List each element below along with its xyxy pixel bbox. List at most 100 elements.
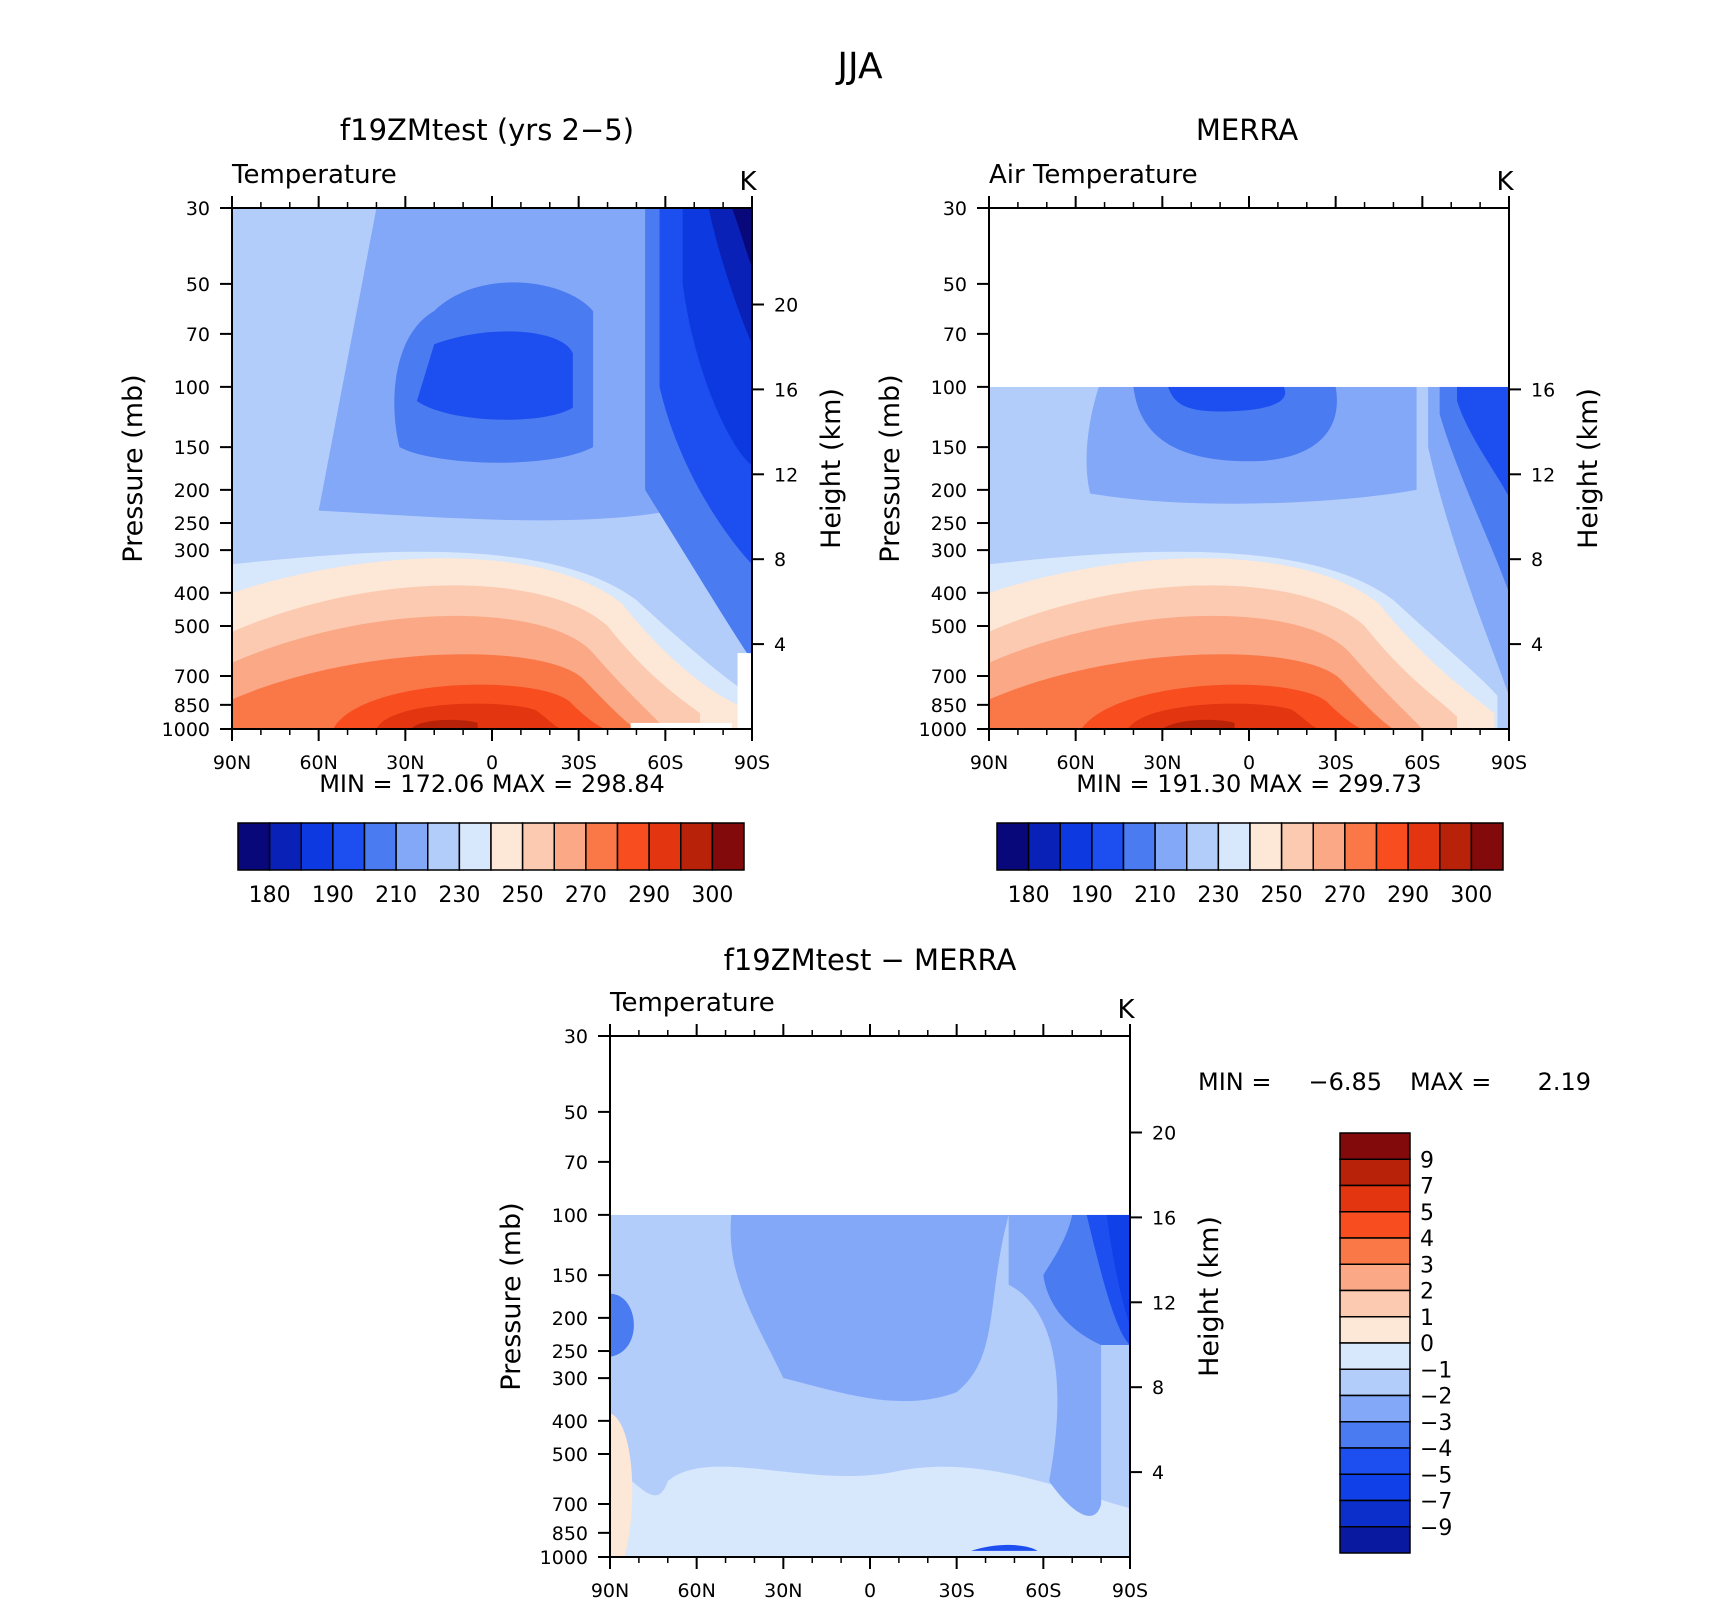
y2-tick-label: 4 bbox=[1152, 1462, 1164, 1484]
colorbar-label: 290 bbox=[1387, 883, 1429, 908]
colorbar-swatch bbox=[1339, 1394, 1411, 1423]
colorbar-swatch bbox=[363, 822, 397, 871]
contour-band bbox=[376, 703, 565, 729]
colorbar-label: 9 bbox=[1420, 1148, 1434, 1173]
y-tick-label: 200 bbox=[931, 480, 967, 502]
contour-band bbox=[1127, 703, 1322, 729]
contour-band bbox=[1457, 386, 1509, 498]
colorbar-swatch bbox=[1280, 822, 1314, 871]
y-tick-label: 250 bbox=[552, 1341, 588, 1363]
colorbar-swatch bbox=[648, 822, 682, 871]
colorbar-label: 190 bbox=[312, 883, 354, 908]
stats-min-label: MIN = bbox=[1198, 1068, 1271, 1096]
colorbar-label: 3 bbox=[1420, 1253, 1434, 1278]
y-axis-title: Pressure (mb) bbox=[875, 374, 906, 562]
stats-text: MIN = 191.30 MAX = 299.73 bbox=[1076, 770, 1422, 798]
colorbar-swatch bbox=[1339, 1473, 1411, 1502]
y-tick-label: 50 bbox=[186, 274, 210, 296]
colorbar-swatch bbox=[1339, 1421, 1411, 1449]
colorbar-swatch bbox=[1339, 1211, 1411, 1239]
y-tick-label: 850 bbox=[174, 695, 210, 717]
contour-field bbox=[232, 208, 752, 729]
colorbar-swatch bbox=[680, 822, 714, 871]
y2-tick-label: 4 bbox=[1531, 634, 1543, 656]
y2-tick-label: 16 bbox=[1152, 1207, 1176, 1229]
colorbar-swatch bbox=[490, 822, 524, 871]
colorbar-swatch bbox=[1249, 822, 1283, 871]
y-tick-label: 1000 bbox=[162, 719, 210, 741]
contour-band bbox=[416, 331, 573, 420]
y-tick-label: 700 bbox=[552, 1494, 588, 1516]
x-tick-label: 0 bbox=[1243, 752, 1255, 774]
colorbar-swatch bbox=[1312, 822, 1346, 871]
colorbar-swatch bbox=[1439, 822, 1473, 871]
plot-area: 90N 60N 30N 0 30S 60S 90S 30 50 70 100 150 200 250 300… bbox=[118, 160, 847, 798]
y-tick-label: 250 bbox=[931, 513, 967, 535]
units-label: K bbox=[1117, 995, 1135, 1025]
colorbar-label: −5 bbox=[1420, 1463, 1452, 1488]
y-tick-label: 30 bbox=[186, 198, 210, 220]
colorbar-swatch bbox=[1339, 1526, 1411, 1554]
colorbar-label: −2 bbox=[1420, 1385, 1452, 1410]
contour-band bbox=[971, 1544, 1038, 1551]
colorbar-label: 210 bbox=[1134, 883, 1176, 908]
contour-band bbox=[610, 1413, 633, 1557]
colorbar-swatch bbox=[1154, 822, 1188, 871]
y-tick-label: 150 bbox=[931, 437, 967, 459]
y-tick-label: 100 bbox=[174, 377, 210, 399]
x-tick-label: 90N bbox=[591, 1580, 629, 1600]
y-tick-label: 100 bbox=[931, 377, 967, 399]
colorbar-label: 300 bbox=[691, 883, 733, 908]
missing-data bbox=[989, 208, 1509, 387]
plot-area: 90N 60N 30N 0 30S 60S 90S 30 50 70 100 150 200 250 300… bbox=[875, 160, 1604, 798]
colorbar-swatch bbox=[585, 822, 619, 871]
colorbar-swatch bbox=[1375, 822, 1409, 871]
x-tick-label: 60N bbox=[299, 752, 337, 774]
contour-band bbox=[1106, 1214, 1130, 1326]
y2-tick-label: 4 bbox=[774, 634, 786, 656]
colorbar-label: 230 bbox=[1197, 883, 1239, 908]
colorbar-swatch bbox=[1339, 1368, 1411, 1397]
plot-area: 90N 60N 30N 0 30S 60S 90S 30 50 70 100 150 200 250 300… bbox=[496, 988, 1225, 1600]
x-tick-label: 90S bbox=[1491, 752, 1527, 774]
colorbar-label: 300 bbox=[1450, 883, 1492, 908]
y-tick-label: 500 bbox=[931, 616, 967, 638]
units-label: K bbox=[1496, 167, 1514, 197]
missing-data bbox=[630, 722, 732, 729]
panel-title: f19ZMtest (yrs 2−5) bbox=[340, 113, 634, 147]
colorbar-label: 230 bbox=[438, 883, 480, 908]
y-tick-label: 500 bbox=[552, 1444, 588, 1466]
field-label: Temperature bbox=[609, 988, 775, 1018]
contour-band bbox=[730, 1214, 1009, 1402]
y-tick-label: 150 bbox=[552, 1265, 588, 1287]
colorbar-swatch bbox=[1344, 822, 1378, 871]
contour-band bbox=[1162, 719, 1235, 729]
colorbar-swatch bbox=[1186, 822, 1220, 871]
colorbar-label: 1 bbox=[1420, 1306, 1434, 1331]
colorbar-label: 250 bbox=[1261, 883, 1303, 908]
y-tick-label: 500 bbox=[174, 616, 210, 638]
y-tick-label: 30 bbox=[564, 1026, 588, 1048]
colorbar-swatch bbox=[458, 822, 492, 871]
y-tick-label: 1000 bbox=[919, 719, 967, 741]
y-tick-label: 400 bbox=[552, 1411, 588, 1433]
colorbar-swatch bbox=[996, 822, 1030, 871]
y2-tick-label: 8 bbox=[1152, 1377, 1164, 1399]
colorbar-swatch bbox=[521, 822, 555, 871]
y-tick-label: 50 bbox=[564, 1102, 588, 1124]
colorbar-swatch bbox=[1339, 1342, 1411, 1370]
colorbar-label: −7 bbox=[1420, 1490, 1452, 1515]
colorbar-label: −4 bbox=[1420, 1437, 1452, 1462]
panel-merra: 90N 60N 30N 0 30S 60S 90S 30 50 70 100 150 200 250 300… bbox=[875, 113, 1604, 908]
y-tick-label: 700 bbox=[174, 666, 210, 688]
colorbar-label: 270 bbox=[1324, 883, 1366, 908]
x-tick-label: 90N bbox=[213, 752, 251, 774]
colorbar-swatch bbox=[1339, 1158, 1411, 1187]
colorbar-swatch bbox=[1470, 822, 1504, 871]
colorbar-label: 0 bbox=[1420, 1332, 1434, 1357]
y2-tick-label: 12 bbox=[1531, 464, 1555, 486]
contour-band bbox=[731, 208, 752, 269]
x-tick-label: 30S bbox=[1318, 752, 1354, 774]
